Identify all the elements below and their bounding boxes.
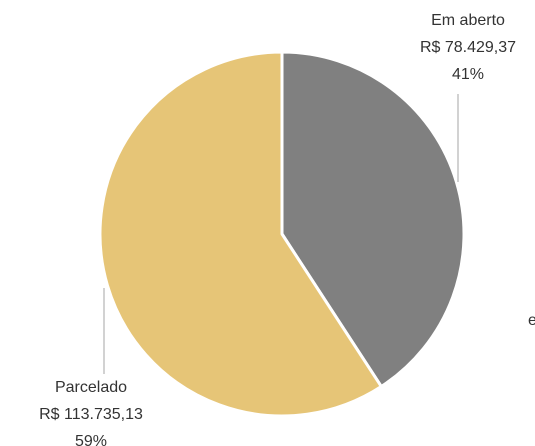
slice-label-percent: 41% xyxy=(452,66,484,83)
slice-label-name: Em aberto xyxy=(431,12,505,29)
slice-label-value: R$ 78.429,37 xyxy=(420,39,516,56)
slice-label-em-aberto: Em aberto R$ 78.429,37 41% xyxy=(420,12,516,83)
slice-label-parcelado: Parcelado R$ 113.735,13 59% xyxy=(39,379,143,446)
slice-label-percent: 59% xyxy=(75,433,107,446)
leader-lines xyxy=(103,94,459,374)
pie-slices xyxy=(98,50,466,418)
pie-slice-parcelado xyxy=(98,50,383,418)
slice-label-value: R$ 113.735,13 xyxy=(39,406,143,423)
clipped-text-fragment: e xyxy=(528,312,535,329)
slice-label-name: Parcelado xyxy=(55,379,127,396)
